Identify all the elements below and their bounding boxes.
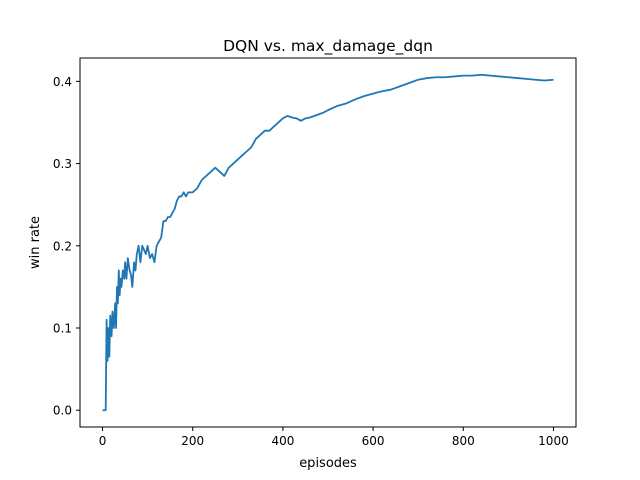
x-tick-label: 600 — [362, 434, 385, 448]
win-rate-line — [102, 73, 554, 412]
x-tick-label: 200 — [181, 434, 204, 448]
axis-layer: 0 200 400 600 800 1000 0.0 0.1 0.2 0.3 0.4 — [53, 75, 569, 448]
x-axis-label: episodes — [299, 456, 357, 471]
chart-title: DQN vs. max_damage_dqn — [223, 37, 433, 56]
x-tick-label: 1000 — [538, 434, 569, 448]
plot-frame — [79, 57, 577, 428]
y-tick-label: 0.3 — [53, 157, 72, 171]
x-tick-label: 800 — [452, 434, 475, 448]
y-tick-label: 0.2 — [53, 239, 72, 253]
y-tick-label: 0.1 — [53, 322, 72, 336]
y-axis-label: win rate — [28, 216, 43, 269]
y-tick-label: 0.0 — [53, 404, 72, 418]
series-layer — [102, 73, 554, 412]
x-tick-label: 0 — [99, 434, 107, 448]
x-tick-label: 400 — [271, 434, 294, 448]
y-tick-label: 0.4 — [53, 75, 72, 89]
